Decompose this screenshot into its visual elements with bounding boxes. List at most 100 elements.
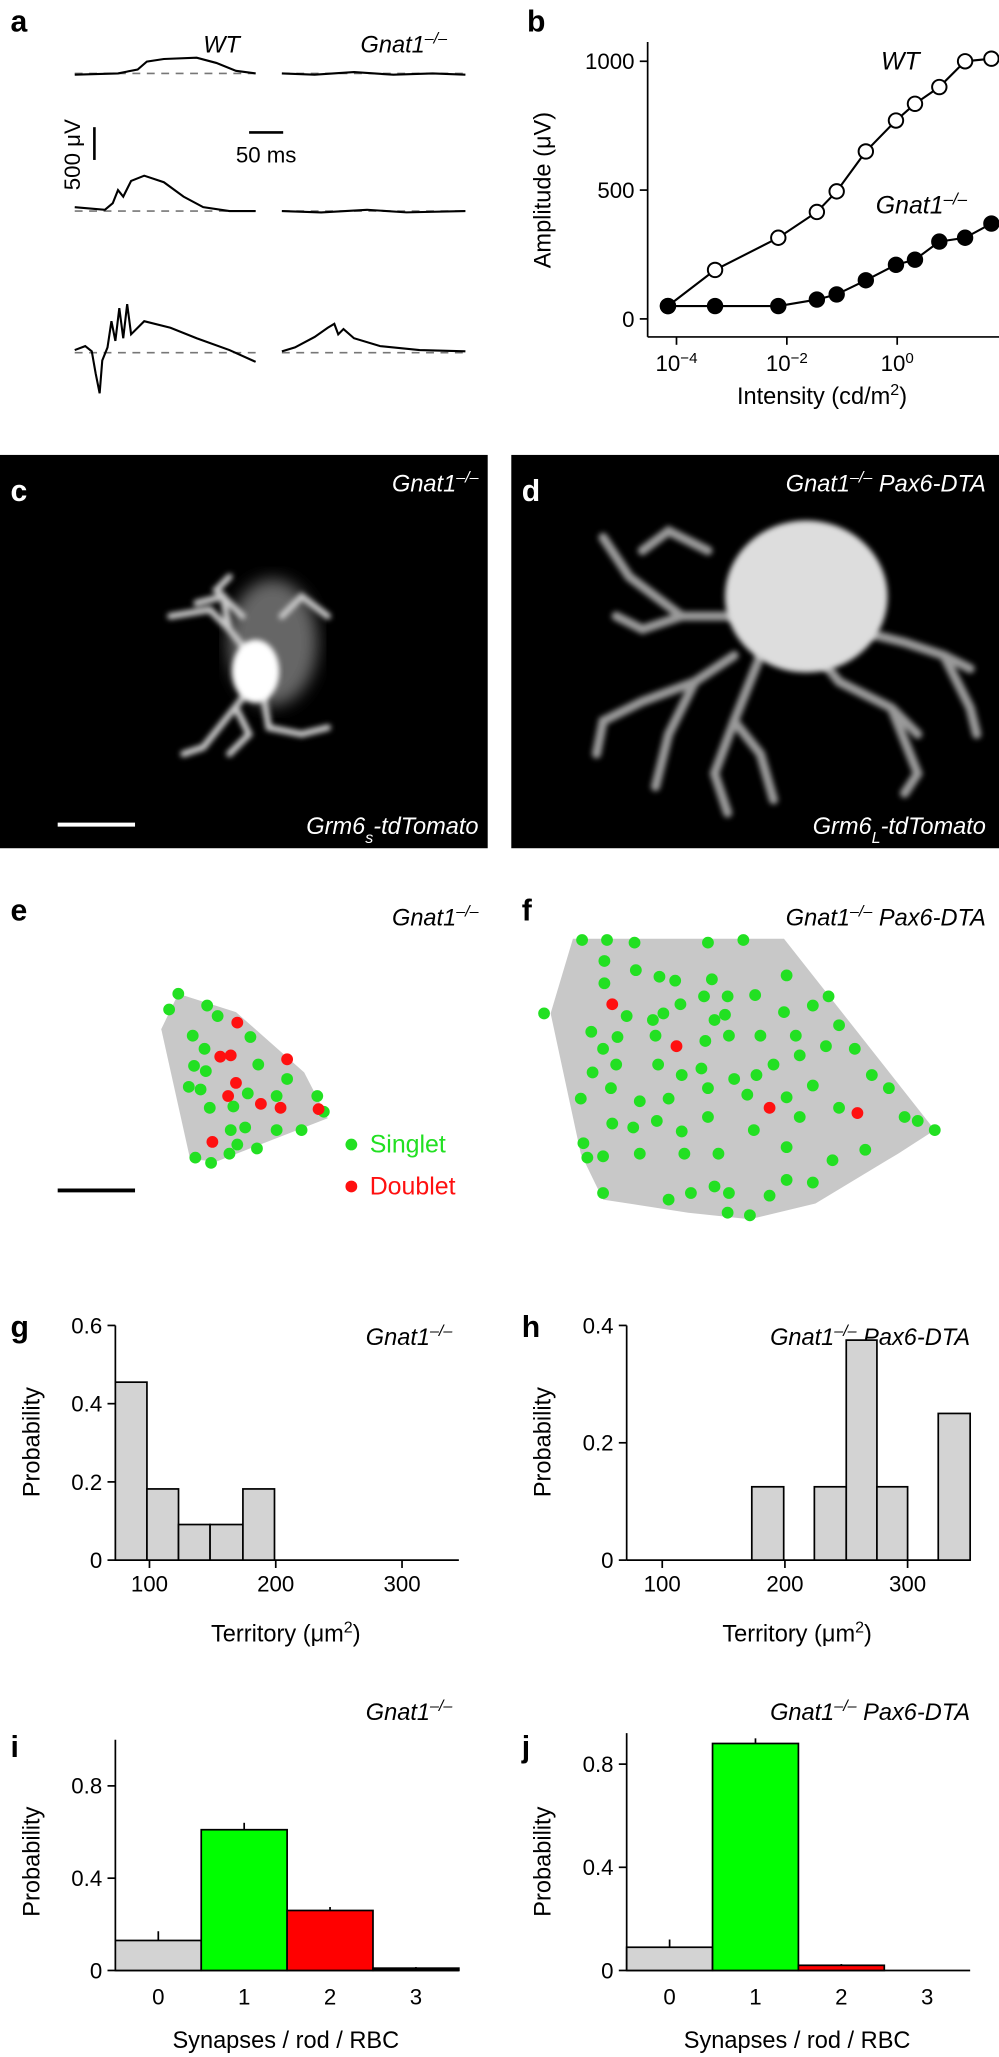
text-part: Gnat1 <box>361 31 425 57</box>
singlet-cell <box>270 1090 283 1102</box>
singlet-cell <box>629 964 642 977</box>
x-tick-label: 1 <box>238 1985 250 2010</box>
y-tick-label: 0.4 <box>71 1866 102 1891</box>
singlet-cell <box>723 1029 735 1042</box>
singlet-cell <box>685 1187 697 1199</box>
doublet-cell <box>670 1040 683 1053</box>
marker <box>828 183 845 200</box>
singlet-cell <box>741 1088 754 1101</box>
singlet-cell <box>806 1176 819 1189</box>
singlet-cell <box>610 1058 623 1071</box>
y-axis-label: Probability <box>530 1806 556 1916</box>
singlet-cell <box>723 1187 735 1199</box>
singlet-cell <box>223 1147 236 1160</box>
doublet-cell <box>222 1090 235 1102</box>
singlet-cell <box>252 1058 265 1071</box>
tick-base: 10 <box>881 351 906 376</box>
singlet-cell <box>270 1124 283 1137</box>
histogram-bar <box>876 1485 909 1561</box>
x-tick-label: 100 <box>131 1572 168 1597</box>
histogram-bar <box>750 1485 785 1561</box>
marker <box>706 261 724 279</box>
genotype: Gnat1–/– Pax6-DTA <box>786 469 986 497</box>
histogram-bar <box>114 1381 148 1561</box>
x-axis-label: Territory (μm2) <box>722 1618 872 1646</box>
text-part: Grm6 <box>813 813 873 839</box>
singlet-cell <box>627 1121 640 1134</box>
text-part: L <box>872 829 881 847</box>
text-part: Gnat1 <box>786 471 850 497</box>
x-tick-label: 1 <box>749 1985 761 2010</box>
marker <box>808 291 826 308</box>
panel-label: e <box>10 894 27 927</box>
singlet-cell <box>201 999 214 1012</box>
text-part: –/– <box>429 1697 453 1715</box>
marker <box>770 229 787 246</box>
singlet-cell <box>597 1187 609 1199</box>
erg-scale-bars <box>93 127 284 160</box>
singlet-cell <box>598 977 611 990</box>
panel-label: g <box>10 1311 28 1344</box>
y-tick-label: 0 <box>601 1958 613 1983</box>
singlet-cell <box>597 1150 609 1163</box>
text-part: –/– <box>424 29 448 47</box>
text-part: Pax6-DTA <box>872 905 986 931</box>
bar <box>625 1946 714 1972</box>
singlet-cell <box>241 1087 254 1100</box>
marker <box>906 95 924 112</box>
x-tick-label: 3 <box>921 1985 933 2010</box>
reporter: Grm6s-tdTomato <box>306 813 478 847</box>
text-part: 2 <box>890 381 899 399</box>
singlet-cell <box>203 1101 216 1114</box>
legend-marker <box>345 1180 358 1193</box>
singlet-cell <box>295 1124 308 1137</box>
doublet-cell <box>254 1097 267 1110</box>
text-part: -tdTomato <box>373 813 478 839</box>
y-tick-label: 0.8 <box>71 1774 102 1799</box>
text-part: –/– <box>849 903 873 921</box>
tick-exponent: 0 <box>905 350 913 367</box>
marker <box>983 50 999 67</box>
marker <box>770 297 787 315</box>
singlet-cell <box>585 1025 598 1038</box>
singlet-cell <box>793 1049 806 1062</box>
singlet-cell <box>576 934 588 946</box>
singlet-cell <box>705 973 718 986</box>
histogram-bar <box>177 1523 211 1561</box>
singlet-cell <box>597 1042 609 1055</box>
singlet-cell <box>820 1040 832 1053</box>
text-part: Pax6-DTA <box>872 471 986 497</box>
y-tick-label: 0 <box>90 1958 102 1983</box>
series-label: WT <box>881 47 921 75</box>
y-tick-label: 0.4 <box>583 1855 614 1880</box>
singlet-cell <box>199 1065 212 1078</box>
x-tick-label: 2 <box>835 1985 847 2010</box>
singlet-cell <box>793 1111 806 1123</box>
panel-label: c <box>10 475 27 508</box>
singlet-cell <box>586 1066 599 1079</box>
marker <box>956 53 974 70</box>
singlet-cell <box>598 955 611 967</box>
singlet-cell <box>833 1019 845 1032</box>
x-axis-label: Synapses / rod / RBC <box>172 2027 399 2053</box>
y-axis-label: Probability <box>530 1387 556 1497</box>
genotype: Gnat1–/– <box>392 469 480 497</box>
marker <box>956 229 974 246</box>
singlet-cell <box>721 1206 734 1219</box>
bar <box>711 1742 800 1972</box>
panel-label: h <box>522 1311 540 1344</box>
cell-d <box>591 520 982 818</box>
singlet-cell <box>581 1151 594 1164</box>
singlet-cell <box>699 1035 712 1047</box>
singlet-cell <box>227 1100 240 1113</box>
text-part: 2 <box>855 1618 864 1636</box>
text-part: Gnat1 <box>392 905 456 931</box>
singlet-cell <box>224 1124 237 1137</box>
text-part: Intensity (cd/m <box>737 383 890 409</box>
histogram-bar <box>209 1523 244 1561</box>
trace-label: Gnat1–/– <box>361 29 449 57</box>
legend-marker <box>345 1138 358 1151</box>
panel-label: a <box>10 5 27 38</box>
x-axis-label: Territory (μm2) <box>211 1618 361 1646</box>
text-part: s <box>365 829 373 847</box>
